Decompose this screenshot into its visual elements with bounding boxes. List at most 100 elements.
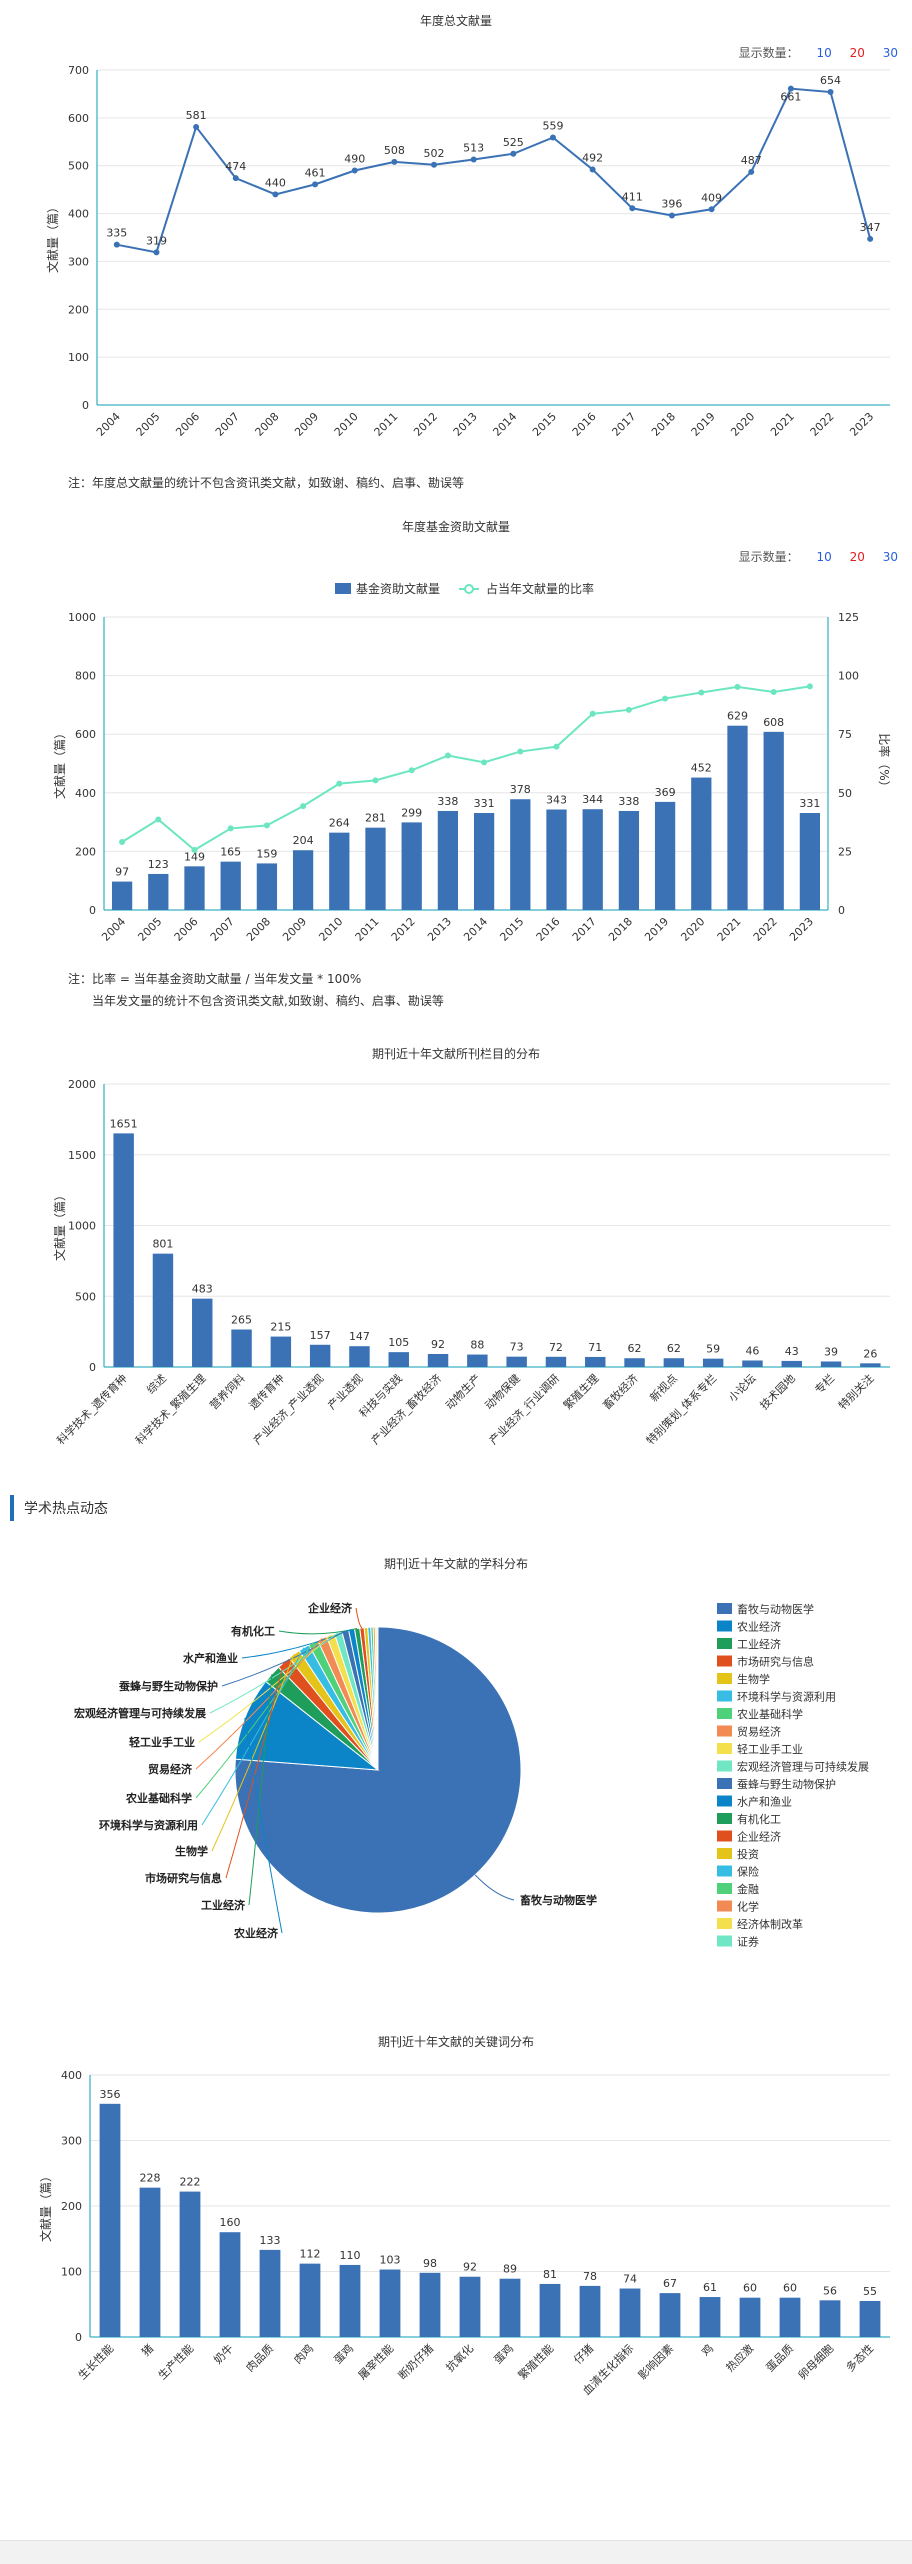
- c5-xtick: 生长性能: [75, 2341, 116, 2382]
- c5-xtick: 奶牛: [211, 2341, 236, 2366]
- c4-legend-swatch: [717, 1620, 732, 1632]
- c2-ratio-point: [155, 816, 162, 823]
- c3-bar: [860, 1363, 881, 1367]
- count-20-button[interactable]: 20: [849, 550, 865, 564]
- c3-data-label: 62: [628, 1342, 642, 1355]
- c5-data-label: 60: [743, 2282, 757, 2295]
- count-20-button[interactable]: 20: [849, 46, 865, 60]
- c3-data-label: 483: [192, 1283, 213, 1296]
- c5-bar: [179, 2191, 201, 2337]
- c2-bar: [401, 822, 422, 910]
- c4-slice-label: 轻工业手工业: [129, 1735, 195, 1749]
- c3-bar: [349, 1346, 370, 1367]
- c4-leader-line: [221, 1630, 346, 1687]
- c4-legend-swatch: [717, 1935, 732, 1947]
- c1-point: [351, 167, 358, 174]
- c1-point: [153, 249, 160, 256]
- c2-ytick-right: 75: [838, 728, 852, 741]
- section-accent-bar: [10, 1495, 14, 1521]
- c3-xtick: 产业经济_行业调研: [486, 1371, 562, 1447]
- c1-series-line: [116, 87, 872, 254]
- c4-leader-line: [195, 1642, 314, 1799]
- c2-legend-bar-swatch: [335, 583, 351, 594]
- c4-legend-swatch: [717, 1603, 732, 1614]
- c3-xtick: 动物生产: [442, 1371, 483, 1412]
- c2-bar: [365, 827, 386, 910]
- c5-bar: [139, 2187, 161, 2337]
- c4-leader-line: [198, 1634, 331, 1743]
- c5-xtick: 猪: [139, 2342, 156, 2359]
- c5-xtick: 多态性: [843, 2341, 876, 2374]
- c4-legend-swatch: [717, 1830, 732, 1842]
- c3-data-label: 105: [388, 1336, 409, 1349]
- c2-bar: [691, 777, 712, 910]
- section-header: 学术热点动态: [10, 1495, 108, 1521]
- c4-slice-label: 蚕蜂与野生动物保护: [118, 1679, 218, 1693]
- c5-ylabel: 文献量（篇）: [38, 2170, 53, 2242]
- c2-ratio-point: [734, 683, 741, 690]
- c2-xtick: 2013: [425, 915, 454, 944]
- c4-legend-swatch: [717, 1708, 732, 1719]
- c4-slice: [376, 1626, 379, 1771]
- c1-point: [193, 123, 200, 130]
- c2-ratio-point: [662, 695, 669, 702]
- c2-xtick: 2018: [606, 915, 635, 944]
- c4-leader-line: [244, 1717, 283, 1934]
- c5-data-label: 228: [140, 2172, 161, 2185]
- c5-data-label: 160: [220, 2216, 241, 2229]
- c3-bar: [270, 1336, 292, 1367]
- display-count-label: 显示数量：: [738, 550, 799, 564]
- count-10-button[interactable]: 10: [816, 46, 832, 60]
- c4-slice-label: 环境科学与资源利用: [99, 1818, 198, 1832]
- c1-ytick: 300: [68, 255, 89, 268]
- count-10-button[interactable]: 10: [816, 550, 832, 564]
- c4-legend-swatch: [717, 1795, 732, 1807]
- count-30-button[interactable]: 30: [882, 550, 898, 564]
- c3-xtick: 新视点: [647, 1371, 680, 1404]
- c2-ratio-point: [625, 706, 632, 713]
- c4-slice-label: 农业经济: [233, 1926, 279, 1940]
- c4-legend-label: 轻工业手工业: [737, 1742, 803, 1756]
- c1-point: [668, 212, 675, 219]
- c3-xtick: 综述: [144, 1371, 169, 1396]
- c3-data-label: 147: [349, 1330, 370, 1343]
- c3-bar: [467, 1354, 488, 1367]
- c5-xtick: 繁殖性能: [515, 2341, 556, 2382]
- c5-bar: [259, 2249, 281, 2337]
- c4-legend-label: 农业经济: [737, 1620, 781, 1634]
- c5-bar: [339, 2264, 361, 2337]
- c5-xtick: 影响因素: [636, 2342, 676, 2382]
- c3-ytick: 0: [89, 1361, 96, 1374]
- c5-data-label: 133: [260, 2234, 281, 2247]
- footer-strip: [0, 2540, 912, 2564]
- count-30-button[interactable]: 30: [882, 46, 898, 60]
- c2-xtick: 2023: [787, 915, 816, 944]
- c1-point: [629, 205, 636, 212]
- c1-point: [113, 241, 120, 248]
- c3-ytick: 500: [75, 1290, 96, 1303]
- c3-bar: [624, 1358, 645, 1367]
- c5-xtick: 蛋鸡: [491, 2341, 516, 2366]
- c1-data-label: 461: [305, 166, 326, 179]
- c2-ytick: 200: [75, 845, 96, 858]
- c2-ytick-right: 50: [838, 787, 852, 800]
- chart3-title: 期刊近十年文献所刊栏目的分布: [371, 1047, 540, 1061]
- c1-data-label: 396: [661, 197, 682, 210]
- c4-slice-label: 水产和渔业: [183, 1651, 238, 1665]
- c5-data-label: 74: [623, 2273, 637, 2286]
- c5-bar: [579, 2285, 601, 2337]
- c4-legend-label: 有机化工: [737, 1812, 781, 1826]
- c2-data-label: 165: [220, 846, 241, 859]
- c3-xtick: 产业经济_产业透视: [250, 1371, 326, 1447]
- c3-ytick: 1000: [68, 1220, 96, 1233]
- c3-bar: [309, 1344, 331, 1367]
- c2-xtick: 2021: [715, 915, 744, 944]
- c2-ratio-point: [336, 780, 343, 787]
- c5-xtick: 鸡: [698, 2341, 716, 2359]
- c3-data-label: 71: [588, 1341, 602, 1354]
- c4-slice-label: 企业经济: [307, 1601, 353, 1615]
- c2-data-label: 204: [293, 834, 314, 847]
- c2-bar: [654, 801, 676, 910]
- c5-data-label: 61: [703, 2281, 717, 2294]
- c2-data-label: 344: [582, 793, 603, 806]
